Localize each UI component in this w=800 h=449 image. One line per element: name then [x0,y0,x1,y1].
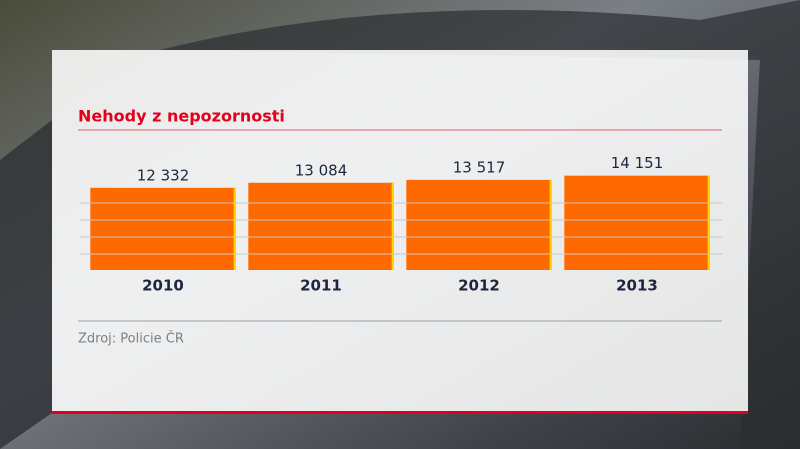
bar [90,187,236,270]
value-label: 14 151 [611,154,664,172]
chart-title: Nehody z nepozornosti [78,107,285,126]
x-tick-label: 2012 [458,277,500,295]
x-tick-label: 2011 [300,277,342,295]
value-label: 13 084 [295,161,348,179]
bar-edge [707,175,710,270]
panel-border [52,411,748,414]
x-tick-label: 2010 [142,277,184,295]
value-label: 13 517 [453,158,506,176]
car-pillar [0,120,52,449]
bar [248,182,394,270]
bar-edge [233,187,236,270]
bar-edge [391,182,394,270]
bar [406,179,552,270]
car-frame [160,0,800,449]
value-label: 12 332 [137,166,190,184]
x-tick-label: 2013 [616,277,658,295]
bar [564,175,710,270]
source: Zdroj: Policie ČR [78,331,184,347]
bar-edge [549,179,552,270]
stripes [80,202,722,255]
